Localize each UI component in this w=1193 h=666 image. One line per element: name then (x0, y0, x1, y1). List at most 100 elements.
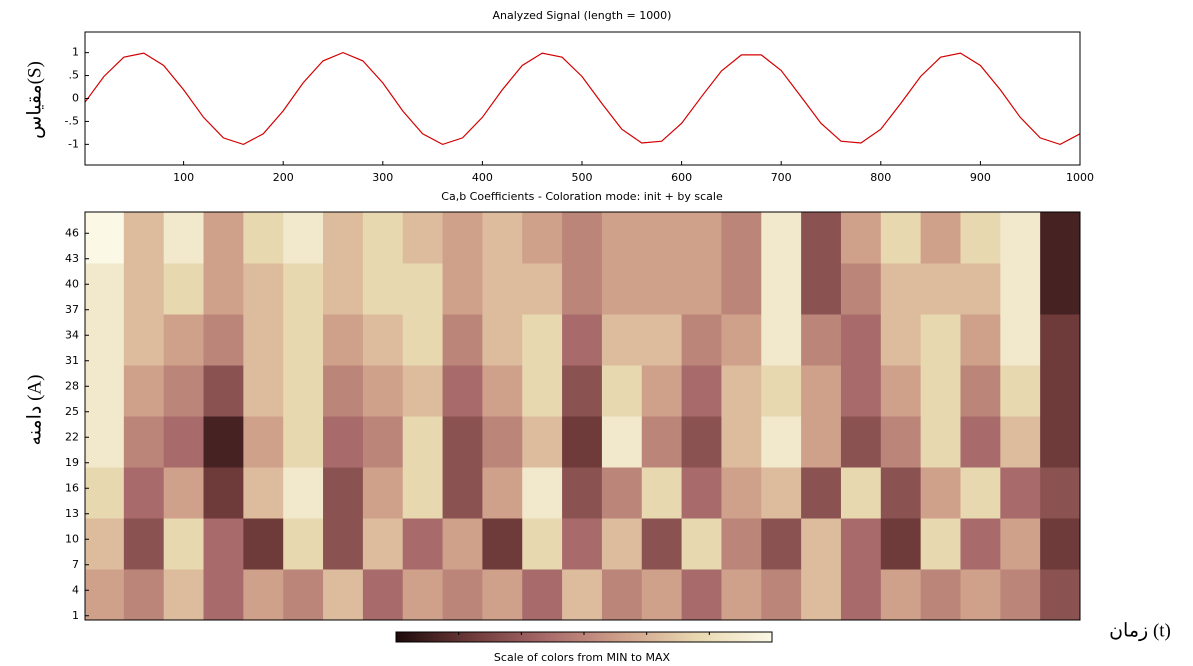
heatmap-cell (522, 569, 563, 621)
y-tick-label: 7 (72, 558, 79, 571)
y-tick-label: 28 (65, 379, 79, 392)
heatmap-cell (641, 314, 683, 366)
heatmap-cell (1000, 365, 1041, 417)
heatmap-cell (362, 467, 404, 519)
x-tick-label: 600 (671, 171, 692, 184)
heatmap-cell (85, 467, 125, 519)
heatmap-cell (85, 212, 125, 264)
heatmap-cell (880, 569, 922, 621)
heatmap-cell (362, 365, 404, 417)
x-tick-label: 100 (173, 171, 194, 184)
heatmap-cell (960, 365, 1001, 417)
heatmap-cell (920, 467, 961, 519)
heatmap-cell (681, 212, 722, 264)
heatmap-cell (1000, 416, 1041, 468)
y-tick-label: -1 (68, 137, 79, 150)
heatmap-cell (761, 467, 802, 519)
heatmap-cell (482, 314, 523, 366)
heatmap-cell (840, 263, 882, 315)
heatmap-cell (1040, 467, 1081, 519)
heatmap-cell (362, 212, 404, 264)
heatmap-cell (761, 212, 802, 264)
y-tick-label: 34 (65, 328, 79, 341)
heatmap-cell (85, 416, 125, 468)
heatmap-cell (681, 365, 722, 417)
signal-title: Analyzed Signal (length = 1000) (493, 9, 672, 22)
heatmap-cell (960, 212, 1001, 264)
heatmap-cell (801, 314, 842, 366)
heatmap-cell (522, 365, 563, 417)
heatmap-cell (562, 569, 603, 621)
y-tick-label: 22 (65, 430, 79, 443)
heatmap-cell (163, 416, 205, 468)
heatmap-cell (920, 263, 961, 315)
y-tick-label: 37 (65, 303, 79, 316)
heatmap-cell (840, 416, 882, 468)
heatmap-cell (601, 518, 643, 570)
heatmap-cell (601, 569, 643, 621)
heatmap-cell (721, 467, 762, 519)
heatmap-cell (801, 467, 842, 519)
heatmap-cell (243, 365, 284, 417)
heatmap-cell (323, 467, 364, 519)
heatmap-cell (522, 212, 563, 264)
heatmap-cell (163, 569, 205, 621)
heatmap-cell (323, 365, 364, 417)
heatmap-cell (761, 569, 802, 621)
heatmap-cell (681, 518, 722, 570)
heatmap-cell (920, 518, 961, 570)
heatmap-cell (601, 467, 643, 519)
heatmap-cell (522, 314, 563, 366)
heatmap-cell (880, 467, 922, 519)
heatmap-cell (362, 518, 404, 570)
heatmap-cell (960, 569, 1001, 621)
heatmap-cell (283, 467, 324, 519)
heatmap-cell (123, 416, 165, 468)
y-tick-label: 19 (65, 456, 79, 469)
heatmap-cell (601, 365, 643, 417)
heatmap-cell (163, 212, 205, 264)
heatmap-cell (840, 467, 882, 519)
heatmap-cell (681, 569, 722, 621)
heatmap-cell (801, 416, 842, 468)
heatmap-cell (880, 365, 922, 417)
heatmap-cell (601, 212, 643, 264)
heatmap-cell (323, 569, 364, 621)
heatmap-cell (601, 416, 643, 468)
heatmap-cell (362, 416, 404, 468)
heatmap-cell (721, 416, 762, 468)
y-tick-label: 4 (72, 583, 79, 596)
heatmap-cell (203, 569, 244, 621)
heatmap-cell (203, 212, 244, 264)
heatmap-cell (482, 569, 523, 621)
heatmap-cell (562, 365, 603, 417)
heatmap-cell (1040, 314, 1081, 366)
heatmap-cell (442, 467, 483, 519)
heatmap-cell (840, 365, 882, 417)
heatmap-cell (123, 467, 165, 519)
heatmap-cell (482, 365, 523, 417)
heatmap-cell (442, 314, 483, 366)
heatmap-cell (362, 314, 404, 366)
x-tick-label: 900 (970, 171, 991, 184)
heatmap-cell (840, 212, 882, 264)
heatmap-cell (960, 467, 1001, 519)
heatmap-cell (362, 569, 404, 621)
heatmap-cell (203, 314, 244, 366)
signal-y-label: مقیاس(S) (24, 61, 45, 139)
heatmap-cell (601, 263, 643, 315)
x-tick-label: 400 (472, 171, 493, 184)
heatmap-cell (402, 212, 444, 264)
heatmap-cell (402, 518, 444, 570)
heatmap-cell (1000, 518, 1041, 570)
y-tick-label: 40 (65, 277, 79, 290)
heatmap-cell (243, 416, 284, 468)
heatmap-cell (482, 416, 523, 468)
heatmap-cell (960, 518, 1001, 570)
heatmap-cell (1000, 467, 1041, 519)
heatmap-cell (402, 569, 444, 621)
heatmap-cell (402, 416, 444, 468)
heatmap-cell (721, 314, 762, 366)
heatmap-cell (641, 212, 683, 264)
